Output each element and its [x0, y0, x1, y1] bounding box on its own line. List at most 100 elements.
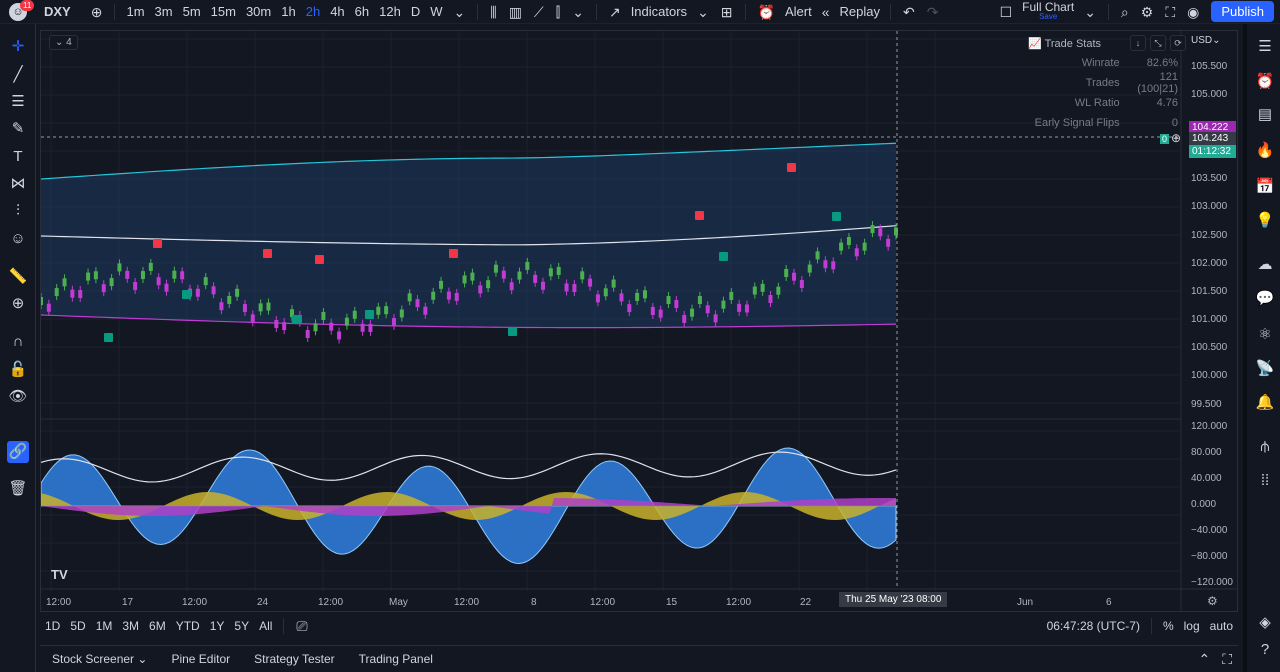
fullscreen-icon[interactable]: ⛶: [1165, 3, 1176, 20]
time-axis-label: 12:00: [318, 597, 344, 608]
interval-6h[interactable]: 6h: [354, 3, 370, 19]
indicators-button[interactable]: Indicators: [630, 3, 688, 19]
watchlist-icon[interactable]: ☰: [1258, 38, 1272, 55]
camera-snapshot-icon[interactable]: ◉: [1187, 3, 1200, 20]
bar-chart-type-icon[interactable]: ⫼: [490, 3, 497, 20]
link-icon[interactable]: 🔗: [7, 441, 29, 463]
layout-name-button[interactable]: Full Chart Save: [1018, 1, 1078, 22]
interval-30m[interactable]: 30m: [245, 3, 272, 19]
user-avatar[interactable]: ☺ 11: [0, 0, 36, 24]
interval-w[interactable]: W: [430, 3, 443, 19]
dom-icon[interactable]: ⁞⁞: [1260, 472, 1270, 489]
settings-gear-icon[interactable]: ⚙: [1140, 3, 1154, 20]
interval-15m[interactable]: 15m: [210, 3, 236, 19]
currency-selector[interactable]: USD⌄: [1191, 35, 1221, 46]
goto-date-icon[interactable]: ⎚: [296, 618, 308, 634]
interval-d[interactable]: D: [410, 3, 421, 19]
move-down-icon[interactable]: ↓: [1130, 35, 1146, 51]
layout-grid-icon[interactable]: ⊞: [720, 3, 733, 20]
undo-icon[interactable]: ↶: [902, 3, 915, 20]
maximize-panel-icon[interactable]: ⛶: [1222, 651, 1232, 667]
trend-line-icon[interactable]: ╱: [13, 66, 23, 83]
brush-icon[interactable]: ✎: [11, 120, 25, 137]
broadcast-icon[interactable]: 📡: [1255, 360, 1275, 377]
tab-trading-panel[interactable]: Trading Panel: [358, 652, 433, 666]
chart-canvas[interactable]: ⌄ 4 📈 Trade Stats ↓ ⤡ ⟳ Winrate 82.6% Tra…: [40, 30, 1238, 612]
ruler-icon[interactable]: 📏: [8, 268, 28, 285]
redo-icon[interactable]: ↷: [926, 3, 939, 20]
chart-svg[interactable]: [41, 31, 1238, 612]
calendar-icon[interactable]: 📅: [1255, 178, 1275, 195]
range-5d[interactable]: 5D: [70, 619, 86, 633]
replay-icon[interactable]: «: [821, 3, 830, 20]
data-window-icon[interactable]: ▤: [1257, 106, 1273, 123]
line-chart-type-icon[interactable]: ⟋: [533, 3, 544, 20]
search-icon[interactable]: ⌕: [1120, 3, 1129, 20]
chat-icon[interactable]: 💬: [1255, 290, 1275, 307]
range-1m[interactable]: 1M: [95, 619, 113, 633]
alerts-clock-icon[interactable]: ⏰: [1255, 73, 1275, 90]
range-5y[interactable]: 5Y: [234, 619, 250, 633]
clock-timezone[interactable]: 06:47:28 (UTC-7): [1046, 619, 1140, 633]
candles-chart-type-icon[interactable]: ▥: [508, 3, 522, 20]
auto-toggle[interactable]: auto: [1209, 619, 1233, 633]
tab-strategy-tester[interactable]: Strategy Tester: [254, 652, 335, 666]
alert-button[interactable]: Alert: [784, 3, 812, 19]
add-alert-plus-icon[interactable]: ⊕: [1171, 131, 1182, 145]
magnet-icon[interactable]: ∩: [12, 333, 24, 350]
chevron-up-icon[interactable]: ⌃: [1198, 651, 1211, 667]
tab-stock-screener[interactable]: Stock Screener ⌄: [40, 652, 159, 666]
interval-12h[interactable]: 12h: [379, 3, 401, 19]
hollow-candles-icon[interactable]: ⫿: [555, 3, 561, 20]
order-panel-icon[interactable]: ⫛: [1260, 438, 1270, 455]
replay-button[interactable]: Replay: [839, 3, 880, 19]
streams-cloud-icon[interactable]: ☁: [1257, 256, 1273, 273]
text-tool-icon[interactable]: T: [13, 148, 23, 165]
log-toggle[interactable]: log: [1183, 619, 1200, 633]
range-ytd[interactable]: YTD: [175, 619, 200, 633]
interval-5m[interactable]: 5m: [182, 3, 201, 19]
trash-icon[interactable]: 🗑: [8, 480, 28, 497]
horizontal-lines-icon[interactable]: ☰: [11, 93, 25, 110]
forecast-icon[interactable]: ⫶: [16, 202, 20, 219]
zoom-in-icon[interactable]: ⊕: [11, 295, 25, 312]
ideas-lightbulb-icon[interactable]: 💡: [1255, 212, 1275, 229]
compare-add-icon[interactable]: ⊕: [90, 3, 103, 20]
range-all[interactable]: All: [259, 619, 273, 633]
tab-pine-editor[interactable]: Pine Editor: [171, 652, 231, 666]
layout-square-icon[interactable]: ☐: [999, 3, 1013, 20]
interval-4h[interactable]: 4h: [330, 3, 345, 19]
range-1d[interactable]: 1D: [45, 619, 61, 633]
help-icon[interactable]: ?: [1260, 641, 1270, 658]
lock-icon[interactable]: 🔓: [8, 361, 28, 378]
indicators-dropdown-icon[interactable]: ⌄: [697, 3, 709, 20]
notifications-bell-icon[interactable]: 🔔: [1255, 394, 1275, 411]
interval-dropdown-icon[interactable]: ⌄: [453, 3, 466, 20]
collapse-icon[interactable]: ⤡: [1150, 35, 1166, 51]
range-1y[interactable]: 1Y: [209, 619, 225, 633]
brain-icon[interactable]: ⚛: [1258, 326, 1272, 343]
time-axis-settings-icon[interactable]: ⚙: [1207, 594, 1218, 608]
crosshair-icon[interactable]: ✛: [11, 38, 25, 55]
interval-1h[interactable]: 1h: [281, 3, 296, 19]
range-6m[interactable]: 6M: [149, 619, 166, 633]
interval-2h[interactable]: 2h: [305, 3, 321, 19]
symbol-search[interactable]: DXY: [44, 4, 71, 19]
legend-toggle[interactable]: ⌄ 4: [49, 35, 78, 50]
emoji-icon[interactable]: ☺: [10, 230, 26, 247]
publish-button[interactable]: Publish: [1211, 1, 1274, 22]
refresh-icon[interactable]: ⟳: [1170, 35, 1186, 51]
tradingview-logo[interactable]: TV: [51, 567, 68, 582]
alarm-clock-icon[interactable]: ⏰: [757, 3, 775, 20]
layers-icon[interactable]: ◈: [1259, 614, 1271, 631]
visibility-eye-icon[interactable]: 👁: [8, 388, 28, 405]
interval-1m[interactable]: 1m: [126, 3, 145, 19]
layout-dropdown-icon[interactable]: ⌄: [1084, 3, 1096, 20]
range-3m[interactable]: 3M: [122, 619, 140, 633]
pattern-icon[interactable]: ⋈: [10, 175, 26, 192]
chart-type-dropdown-icon[interactable]: ⌄: [572, 3, 584, 20]
hotlist-flame-icon[interactable]: 🔥: [1255, 142, 1275, 159]
indicators-icon[interactable]: ↗: [608, 3, 621, 20]
percent-toggle[interactable]: %: [1162, 619, 1174, 633]
interval-3m[interactable]: 3m: [154, 3, 173, 19]
